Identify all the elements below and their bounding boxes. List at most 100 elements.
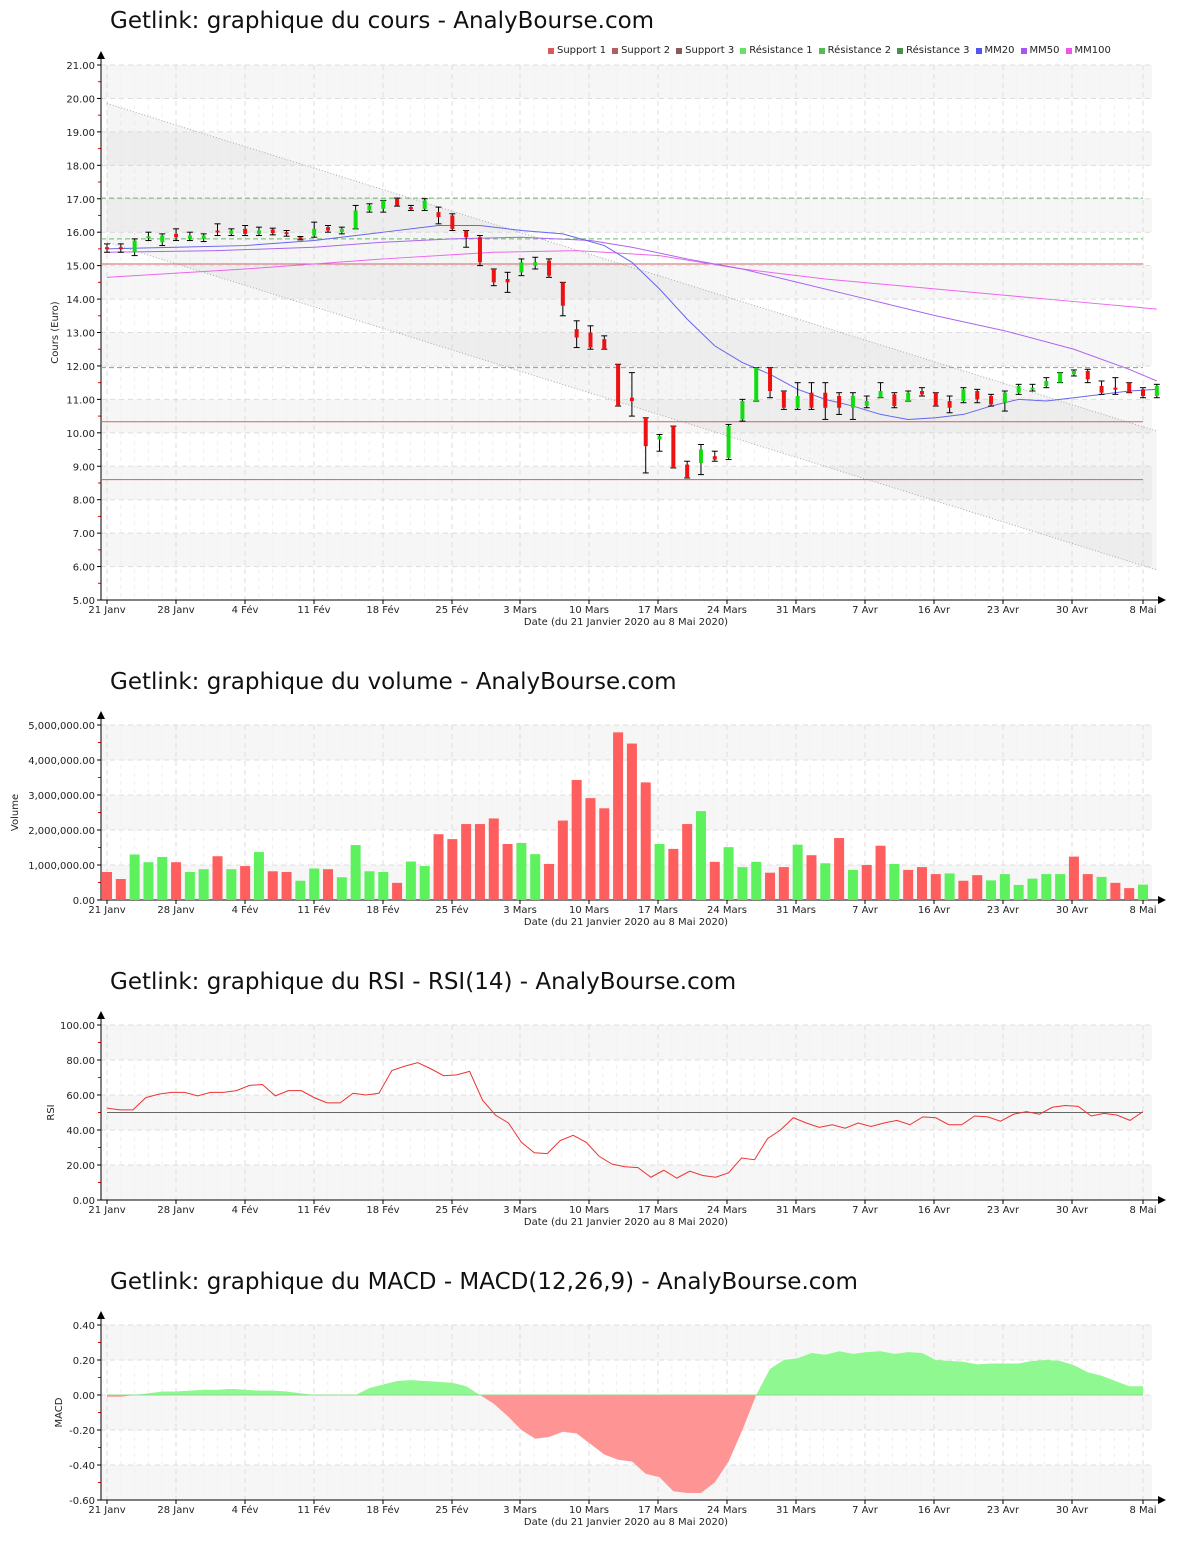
svg-text:7 Avr: 7 Avr (852, 605, 879, 616)
svg-text:-0.60: -0.60 (69, 1496, 95, 1507)
svg-text:17 Mars: 17 Mars (638, 605, 678, 616)
svg-text:17 Mars: 17 Mars (638, 1505, 678, 1516)
svg-text:1,000,000.00: 1,000,000.00 (28, 861, 95, 872)
svg-text:15.00: 15.00 (66, 262, 95, 273)
svg-text:7.00: 7.00 (73, 529, 95, 540)
legend-label: MM50 (1029, 45, 1060, 56)
svg-text:10 Mars: 10 Mars (569, 605, 609, 616)
svg-text:0.40: 0.40 (73, 1321, 95, 1332)
svg-text:7 Avr: 7 Avr (852, 1205, 879, 1216)
svg-text:3 Mars: 3 Mars (503, 1505, 537, 1516)
svg-text:16.00: 16.00 (66, 228, 95, 239)
svg-text:30 Avr: 30 Avr (1056, 605, 1089, 616)
svg-text:18.00: 18.00 (66, 161, 95, 172)
svg-text:MACD: MACD (54, 1397, 65, 1427)
price-legend: Support 1 Support 2 Support 3 Résistance 1 R… (548, 45, 1111, 56)
svg-text:8 Mai: 8 Mai (1129, 605, 1156, 616)
svg-text:24 Mars: 24 Mars (707, 605, 747, 616)
svg-text:40.00: 40.00 (66, 1126, 95, 1137)
price-chart: 21.00 20.00 19.00 18.00 17.00 16.00 15.00 14.00… (50, 51, 1166, 628)
svg-text:24 Mars: 24 Mars (707, 1205, 747, 1216)
svg-text:20.00: 20.00 (66, 1161, 95, 1172)
legend-swatch-icon (818, 47, 825, 54)
svg-text:7 Avr: 7 Avr (852, 1505, 879, 1516)
svg-text:6.00: 6.00 (73, 563, 95, 574)
svg-text:31 Mars: 31 Mars (776, 1505, 816, 1516)
legend-item: Résistance 1 (740, 45, 813, 56)
svg-text:25 Fév: 25 Fév (435, 1204, 468, 1216)
svg-text:8 Mai: 8 Mai (1129, 1505, 1156, 1516)
legend-swatch-icon (1065, 47, 1072, 54)
svg-text:Date (du 21 Janvier 2020 au 8: Date (du 21 Janvier 2020 au 8 Mai 2020) (524, 1217, 728, 1228)
legend-item: MM100 (1065, 45, 1111, 56)
svg-text:Date (du 21 Janvier 2020 au 8: Date (du 21 Janvier 2020 au 8 Mai 2020) (524, 917, 728, 928)
svg-text:3 Mars: 3 Mars (503, 605, 537, 616)
svg-text:11 Fév: 11 Fév (297, 604, 330, 616)
svg-text:30 Avr: 30 Avr (1056, 1505, 1089, 1516)
volume-chart-title: Getlink: graphique du volume - AnalyBour… (110, 669, 677, 695)
svg-text:21 Janv: 21 Janv (88, 905, 125, 916)
svg-text:12.00: 12.00 (66, 362, 95, 373)
svg-text:18 Fév: 18 Fév (366, 1504, 399, 1516)
legend-item: MM50 (1020, 45, 1060, 56)
legend-label: Support 2 (621, 45, 671, 56)
svg-text:30 Avr: 30 Avr (1056, 1205, 1089, 1216)
svg-text:8.00: 8.00 (73, 496, 95, 507)
svg-text:10.00: 10.00 (66, 429, 95, 440)
svg-text:11.00: 11.00 (66, 395, 95, 406)
svg-text:16 Avr: 16 Avr (918, 605, 951, 616)
svg-text:100.00: 100.00 (60, 1021, 95, 1032)
svg-text:28 Janv: 28 Janv (157, 1205, 194, 1216)
svg-text:-0.40: -0.40 (69, 1461, 95, 1472)
legend-label: Résistance 2 (827, 45, 892, 56)
svg-text:7 Avr: 7 Avr (852, 905, 879, 916)
svg-text:9.00: 9.00 (73, 462, 95, 473)
svg-text:30 Avr: 30 Avr (1056, 905, 1089, 916)
svg-text:16 Avr: 16 Avr (918, 1205, 951, 1216)
svg-text:11 Fév: 11 Fév (297, 904, 330, 916)
svg-text:31 Mars: 31 Mars (776, 1205, 816, 1216)
legend-swatch-icon (612, 47, 619, 54)
svg-text:20.00: 20.00 (66, 94, 95, 105)
legend-item: Support 3 (676, 45, 734, 56)
legend-label: Support 3 (685, 45, 735, 56)
legend-item: Résistance 3 (897, 45, 970, 56)
legend-item: Support 1 (548, 45, 606, 56)
macd-chart-title: Getlink: graphique du MACD - MACD(12,26,… (110, 1269, 858, 1295)
svg-text:19.00: 19.00 (66, 128, 95, 139)
legend-swatch-icon (676, 47, 683, 54)
svg-text:13.00: 13.00 (66, 329, 95, 340)
svg-text:60.00: 60.00 (66, 1091, 95, 1102)
svg-text:21 Janv: 21 Janv (88, 605, 125, 616)
svg-text:4,000,000.00: 4,000,000.00 (28, 756, 95, 767)
svg-text:4 Fév: 4 Fév (232, 904, 259, 916)
svg-text:2,000,000.00: 2,000,000.00 (28, 826, 95, 837)
legend-item: Support 2 (612, 45, 670, 56)
svg-text:17 Mars: 17 Mars (638, 1205, 678, 1216)
legend-swatch-icon (548, 47, 554, 54)
svg-text:Cours (Euro): Cours (Euro) (50, 301, 61, 364)
svg-text:18 Fév: 18 Fév (366, 904, 399, 916)
svg-text:3 Mars: 3 Mars (503, 1205, 537, 1216)
svg-text:10 Mars: 10 Mars (569, 1205, 609, 1216)
svg-text:80.00: 80.00 (66, 1056, 95, 1067)
svg-text:Date (du 21 Janvier 2020 au 8: Date (du 21 Janvier 2020 au 8 Mai 2020) (524, 1517, 728, 1528)
svg-text:Volume: Volume (10, 794, 21, 831)
svg-text:-0.20: -0.20 (69, 1426, 95, 1437)
svg-text:31 Mars: 31 Mars (776, 605, 816, 616)
legend-swatch-icon (897, 47, 904, 54)
svg-text:11 Fév: 11 Fév (297, 1504, 330, 1516)
volume-chart: 5,000,000.00 4,000,000.00 3,000,000.00 2,00… (10, 711, 1166, 928)
svg-text:3,000,000.00: 3,000,000.00 (28, 791, 95, 802)
legend-swatch-icon (740, 47, 747, 54)
svg-text:5,000,000.00: 5,000,000.00 (28, 721, 95, 732)
svg-text:11 Fév: 11 Fév (297, 1204, 330, 1216)
svg-text:24 Mars: 24 Mars (707, 1505, 747, 1516)
svg-text:28 Janv: 28 Janv (157, 905, 194, 916)
legend-swatch-icon (1020, 47, 1027, 54)
svg-text:17 Mars: 17 Mars (638, 905, 678, 916)
svg-text:25 Fév: 25 Fév (435, 904, 468, 916)
legend-label: Support 1 (557, 45, 607, 56)
svg-text:16 Avr: 16 Avr (918, 1505, 951, 1516)
